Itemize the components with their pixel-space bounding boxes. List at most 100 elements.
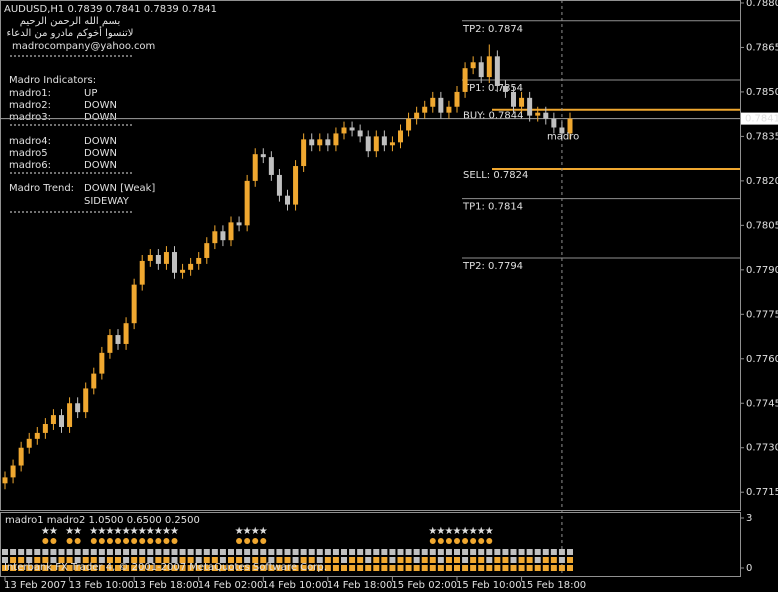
signal-square [454,549,460,555]
candle-body [26,438,32,448]
candle-body [228,222,234,241]
level-label: TP1: 0.7814 [462,202,523,213]
signal-square [502,549,509,555]
signal-square [558,549,565,555]
candle-body [478,62,484,78]
signal-square [437,549,444,555]
signal-square [534,549,541,555]
signal-square [558,557,565,563]
signal-square [567,557,573,563]
signal-square [2,565,8,571]
candle-body [551,118,557,128]
signal-square [421,557,428,563]
signal-square [389,557,396,563]
signal-square [211,549,218,555]
signal-square [106,557,113,563]
signal-square [42,549,49,555]
signal-square [341,565,347,571]
candle-body [414,112,420,119]
signal-square [494,565,501,571]
signal-square [284,565,291,571]
candle-body [2,477,8,484]
signal-dot [115,538,121,544]
signal-dot [445,538,452,544]
signal-square [300,565,307,571]
signal-star: ★ [436,526,445,537]
signal-square [147,565,154,571]
sub-y-tick-label: 0 [746,563,752,574]
signal-square [381,565,388,571]
indicator-signal: UP [84,88,97,99]
signal-square [74,549,81,555]
signal-square [203,565,210,571]
candle-body [341,127,347,134]
signal-square [50,549,57,555]
signal-square [478,565,485,571]
candle-body [301,139,307,167]
signal-square [381,557,388,563]
signal-square [332,565,339,571]
y-tick-label: 0.7820 [746,176,778,187]
signal-square [486,557,493,563]
candle-body [180,269,186,273]
signal-dot [244,538,251,544]
signal-square [332,557,339,563]
candle-body [244,180,250,226]
signal-square [542,549,549,555]
signal-square [115,557,121,563]
signal-square [219,557,226,563]
footer: Interbank FX Trader 4, © 2001-2007 MetaQ… [4,562,327,573]
x-tick-label: 13 Feb 18:00 [133,580,199,591]
signal-square [58,557,65,563]
signal-square [478,557,485,563]
signal-square [357,549,364,555]
y-tick-label: 0.7790 [746,265,778,276]
signal-square [228,565,234,571]
candle-body [365,136,371,152]
candle-body [188,263,194,270]
signal-square [171,557,178,563]
signal-square [244,557,251,563]
candle-body [325,139,331,146]
signal-square [260,565,267,571]
signal-square [90,565,97,571]
signal-square [437,557,444,563]
signal-star: ★ [469,526,478,537]
signal-square [292,549,299,555]
candle-body [172,252,177,273]
signal-square [139,565,146,571]
candle-body [252,154,258,181]
candle-body [567,118,573,134]
signal-dot [462,538,469,544]
candle-body [406,118,412,131]
signal-square [187,565,194,571]
candle-body [115,335,121,344]
signal-square [550,557,557,563]
y-tick-label: 0.7745 [746,398,778,409]
signal-square [316,557,323,563]
signal-square [405,565,412,571]
signal-star: ★ [461,526,470,537]
signal-square [74,565,81,571]
x-tick-label: 14 Feb 18:00 [327,580,393,591]
signal-square [179,565,186,571]
sub-y-tick-label: 3 [746,513,752,524]
signal-square [437,565,444,571]
candle-body [67,403,73,427]
signal-square [510,549,517,555]
signal-square [26,565,33,571]
signal-square [98,549,105,555]
signal-square [405,557,412,563]
signal-square [365,549,372,555]
signal-square [341,557,347,563]
signal-dot [123,538,130,544]
signal-square [429,557,436,563]
signal-square [219,549,226,555]
signal-square [373,565,380,571]
signal-square [90,549,97,555]
signal-square [445,557,452,563]
sub-title: madro1 madro2 1.0500 0.6500 0.2500 [5,515,200,526]
signal-star: ★ [453,526,462,537]
note: بسم الله الرحمن الرحيم [20,16,121,27]
